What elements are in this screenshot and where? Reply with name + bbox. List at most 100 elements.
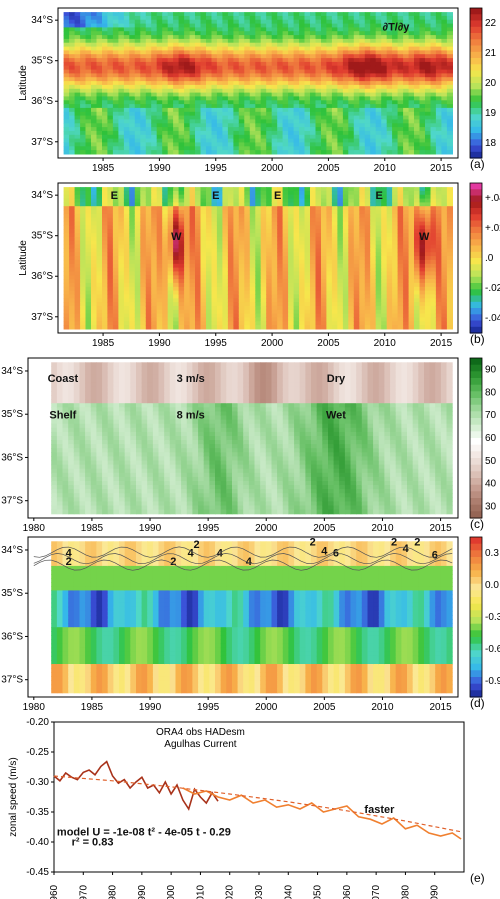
heatmap-cell (392, 12, 399, 17)
heatmap-cell (129, 263, 136, 269)
heatmap-cell (184, 309, 191, 315)
heatmap-cell (200, 27, 207, 32)
heatmap-cell (370, 19, 377, 25)
heatmap-cell (173, 123, 180, 128)
heatmap-cell (134, 252, 141, 257)
heatmap-cell (315, 244, 322, 249)
heatmap-cell (200, 81, 207, 86)
heatmap-cell (102, 206, 109, 211)
heatmap-cell (277, 42, 284, 48)
heatmap-cell (408, 73, 415, 78)
heatmap-cell (96, 267, 103, 272)
heatmap-cell (151, 325, 158, 330)
heatmap-cell (381, 119, 388, 124)
heatmap-cell (195, 130, 202, 136)
heatmap-cell (414, 134, 421, 140)
heatmap-cell (140, 27, 147, 32)
heatmap-cell (315, 190, 322, 196)
heatmap-cell (293, 142, 300, 147)
heatmap-cell (63, 92, 70, 97)
heatmap-cell (419, 35, 426, 40)
heatmap-cell (419, 130, 426, 136)
heatmap-cell (80, 50, 87, 55)
heatmap-cell (441, 123, 448, 128)
heatmap-cell (189, 263, 196, 269)
heatmap-cell (392, 286, 399, 292)
heatmap-cell (129, 23, 136, 28)
heatmap-cell (178, 84, 185, 90)
heatmap-cell (293, 302, 300, 307)
heatmap-cell (375, 54, 382, 59)
heatmap-cell (419, 42, 426, 48)
heatmap-cell (167, 77, 174, 82)
heatmap-cell (381, 146, 388, 151)
heatmap-cell (392, 127, 399, 132)
heatmap-cell (134, 61, 141, 67)
heatmap-cell (403, 23, 410, 28)
heatmap-cell (112, 100, 119, 105)
heatmap-cell (359, 187, 366, 192)
heatmap-cell (337, 321, 344, 326)
heatmap-cell (364, 65, 371, 71)
heatmap-cell (189, 206, 196, 211)
heatmap-cell (69, 23, 76, 28)
heatmap-cell (102, 321, 109, 326)
heatmap-cell (63, 88, 70, 94)
heatmap-cell (200, 187, 207, 192)
heatmap-cell (195, 210, 202, 215)
heatmap-cell (386, 65, 393, 71)
heatmap-cell (85, 69, 92, 74)
heatmap-cell (129, 104, 136, 109)
heatmap-cell (277, 61, 284, 67)
heatmap-cell (255, 321, 262, 326)
heatmap-cell (206, 187, 213, 192)
heatmap-cell (425, 31, 432, 36)
heatmap-cell (80, 210, 87, 215)
heatmap-cell (200, 115, 207, 120)
heatmap-cell (189, 127, 196, 132)
heatmap-cell (271, 38, 278, 44)
heatmap-cell (123, 35, 130, 40)
heatmap-cell (359, 65, 366, 71)
heatmap-cell (96, 46, 103, 51)
heatmap-cell (271, 309, 278, 315)
heatmap-cell (381, 271, 388, 276)
heatmap-cell (348, 263, 355, 269)
heatmap-cell (238, 236, 245, 242)
heatmap-cell (233, 73, 240, 78)
heatmap-cell (277, 282, 284, 288)
heatmap-cell (282, 27, 289, 32)
heatmap-cell (337, 123, 344, 128)
heatmap-cell (107, 146, 114, 151)
heatmap-cell (63, 206, 70, 211)
heatmap-cell (222, 19, 229, 25)
heatmap-cell (178, 233, 185, 238)
heatmap-cell (370, 217, 377, 223)
colorbar-segment (470, 114, 482, 122)
heatmap-cell (397, 217, 404, 223)
heatmap-cell (348, 198, 355, 203)
heatmap-cell (156, 58, 163, 63)
heatmap-cell (238, 127, 245, 132)
heatmap-cell (392, 271, 399, 276)
heatmap-cell (299, 221, 306, 226)
heatmap-cell (244, 119, 251, 124)
heatmap-cell (304, 119, 311, 124)
heatmap-cell (156, 213, 163, 219)
heatmap-cell (151, 240, 158, 246)
heatmap-cell (112, 313, 119, 318)
heatmap-cell (91, 65, 98, 71)
heatmap-cell (162, 206, 169, 211)
heatmap-cell (315, 252, 322, 257)
heatmap-cell (85, 104, 92, 109)
heatmap-cell (370, 15, 377, 21)
heatmap-cell (342, 248, 349, 253)
heatmap-cell (266, 290, 273, 295)
heatmap-cell (299, 123, 306, 128)
heatmap-cell (446, 50, 453, 55)
heatmap-cell (282, 325, 289, 330)
heatmap-cell (446, 77, 453, 82)
heatmap-cell (293, 138, 300, 143)
heatmap-cell (107, 31, 114, 36)
heatmap-cell (386, 88, 393, 94)
